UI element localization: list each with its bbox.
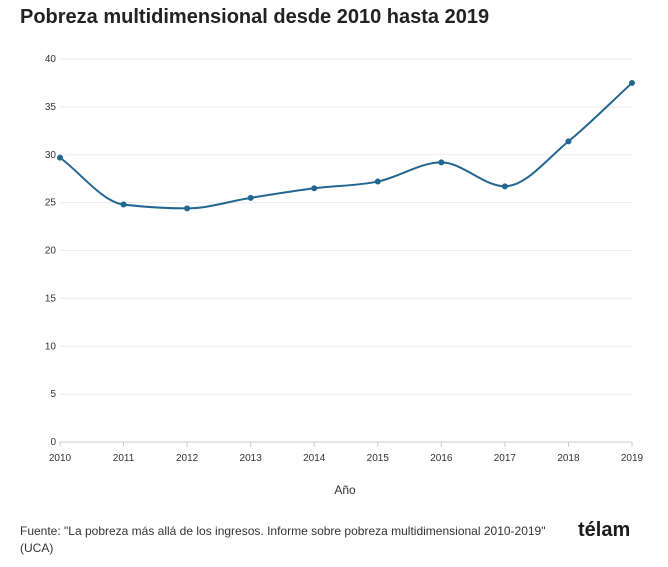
y-axis-ticks: 0 5 10 15 20 25 30 35 40	[45, 54, 57, 448]
data-point[interactable]	[120, 201, 127, 208]
data-point[interactable]	[374, 178, 381, 185]
y-tick-label: 5	[50, 389, 56, 400]
y-tick-label: 10	[45, 341, 57, 352]
y-tick-label: 40	[45, 54, 57, 65]
x-tick-label: 2010	[49, 453, 72, 464]
x-tick-label: 2013	[240, 453, 263, 464]
data-point[interactable]	[629, 79, 635, 86]
chart-title: Pobreza multidimensional desde 2010 hast…	[20, 6, 490, 28]
source-note: Fuente: "La pobreza más allá de los ingr…	[20, 524, 546, 555]
x-tick-label: 2012	[176, 453, 199, 464]
telam-logo: télam	[578, 519, 631, 541]
x-tick-label: 2011	[113, 453, 135, 464]
series-line	[59, 82, 633, 210]
x-tick-label: 2016	[430, 453, 453, 464]
data-point[interactable]	[438, 159, 445, 166]
data-point[interactable]	[247, 194, 254, 201]
data-point[interactable]	[311, 185, 318, 192]
y-tick-label: 25	[45, 198, 57, 209]
x-tick-label: 2018	[557, 453, 580, 464]
data-point[interactable]	[501, 183, 508, 190]
x-tick-label: 2014	[303, 453, 326, 464]
x-axis-title: Año	[334, 483, 356, 497]
y-tick-label: 35	[45, 102, 57, 113]
x-tick-label: 2019	[621, 453, 644, 464]
x-tick-label: 2015	[367, 453, 390, 464]
data-points	[57, 79, 635, 212]
gridlines	[60, 58, 632, 443]
data-point[interactable]	[57, 154, 63, 161]
x-axis-ticks: 2010 2011 2012 2013 2014 2015 2016 2017 2018 2019	[49, 442, 644, 464]
y-tick-label: 0	[50, 437, 56, 448]
y-tick-label: 15	[45, 293, 57, 304]
y-tick-label: 30	[45, 150, 57, 161]
data-point[interactable]	[565, 138, 572, 145]
data-point[interactable]	[184, 205, 191, 212]
x-tick-label: 2017	[494, 453, 517, 464]
y-tick-label: 20	[45, 246, 57, 257]
